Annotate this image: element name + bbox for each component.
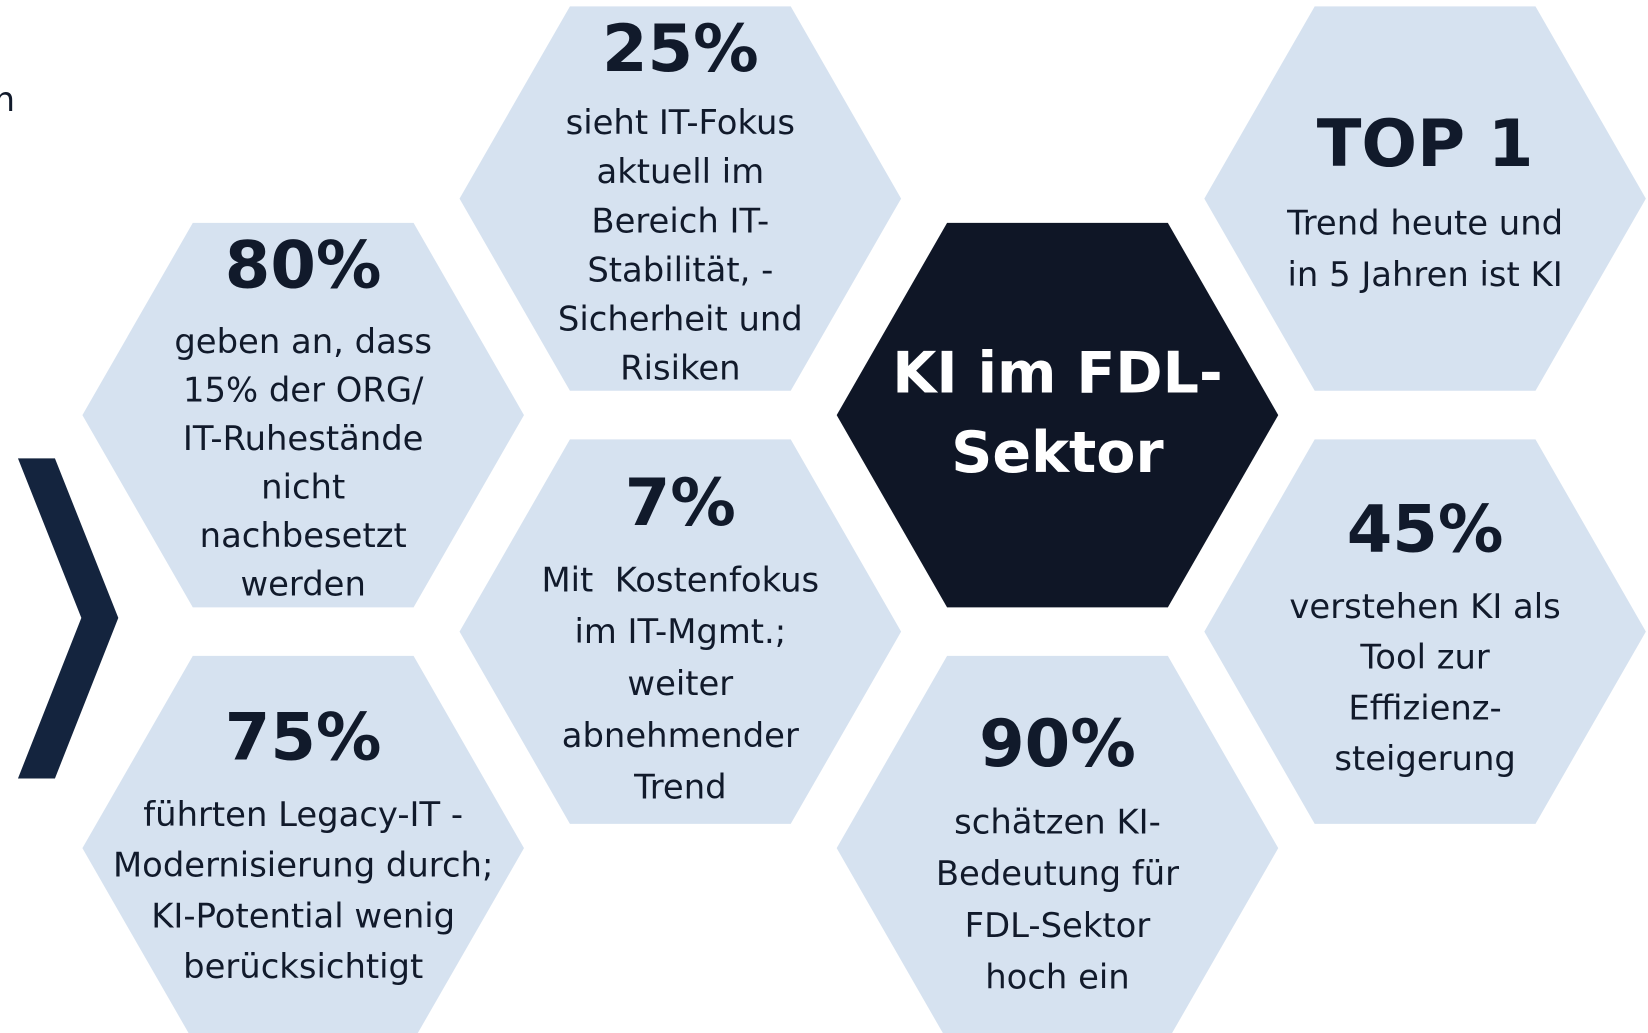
hexagon	[1204, 6, 1646, 391]
center-text: KI im FDL-	[892, 341, 1222, 407]
hexagon-text: aktuell im	[597, 152, 765, 191]
hexagon-text: werden	[240, 565, 365, 604]
hexagon-text: Bereich IT-	[591, 201, 769, 240]
hexagon-text: Stabilität, -	[587, 250, 773, 289]
hexagon-text: nicht	[261, 468, 345, 507]
hexagon	[459, 439, 902, 824]
left-fragment: n	[0, 80, 15, 119]
hexagon-text: steigerung	[1334, 739, 1515, 778]
hexagon-text: Trend heute und	[1286, 203, 1563, 242]
hexagon-headline: TOP 1	[1317, 106, 1534, 182]
hexagon	[459, 6, 902, 391]
hexagon-headline: 80%	[225, 227, 382, 303]
hexagon-text: 15% der ORG/	[183, 370, 424, 409]
hexagon-text: sieht IT-Fokus	[566, 103, 795, 142]
center-text: Sektor	[951, 420, 1163, 486]
hexagon-text: Sicherheit und	[558, 300, 803, 339]
hexagon-text: Trend	[633, 768, 727, 807]
hexagon-text: verstehen KI als	[1289, 587, 1560, 626]
hexagon-text: hoch ein	[985, 958, 1129, 997]
hexagon	[82, 655, 524, 1033]
hexagon-text: Modernisierung durch;	[113, 846, 493, 885]
hexagon-text: FDL-Sektor	[965, 906, 1151, 945]
hexagon-text: berücksichtigt	[183, 947, 423, 986]
hexagon-text: geben an, dass	[174, 322, 432, 361]
hexagon-text: IT-Ruhestände	[183, 419, 424, 458]
hexagon-headline: 90%	[979, 706, 1136, 782]
hexagon-text: schätzen KI-	[954, 802, 1161, 841]
hexagon-text: KI-Potential wenig	[151, 896, 455, 935]
hexagon-headline: 75%	[225, 700, 382, 776]
hexagon	[1204, 439, 1646, 824]
hexagon-text: führten Legacy-IT -	[143, 795, 463, 834]
hexagon-headline: 45%	[1347, 491, 1504, 567]
hexagon-text: in 5 Jahren ist KI	[1288, 255, 1563, 294]
hexagon-text: Mit Kostenfokus	[541, 560, 819, 599]
hexagon-text: Effizienz-	[1348, 688, 1501, 727]
chevron	[17, 458, 119, 779]
hexagon-text: im IT-Mgmt.;	[574, 612, 786, 651]
hexagon	[836, 655, 1279, 1033]
hexagon-headline: 7%	[625, 465, 736, 541]
hexagon-text: weiter	[627, 664, 733, 703]
hexagon-text: abnehmender	[562, 716, 799, 755]
center-hexagon	[836, 222, 1279, 608]
hexagon-text: nachbesetzt	[200, 516, 407, 555]
hexagon-headline: 25%	[602, 11, 759, 87]
hexagon-text: Tool zur	[1359, 638, 1490, 677]
hexagon-text: Bedeutung für	[936, 854, 1179, 893]
hexagon-text: Risiken	[620, 349, 740, 388]
hexagon	[82, 222, 524, 608]
